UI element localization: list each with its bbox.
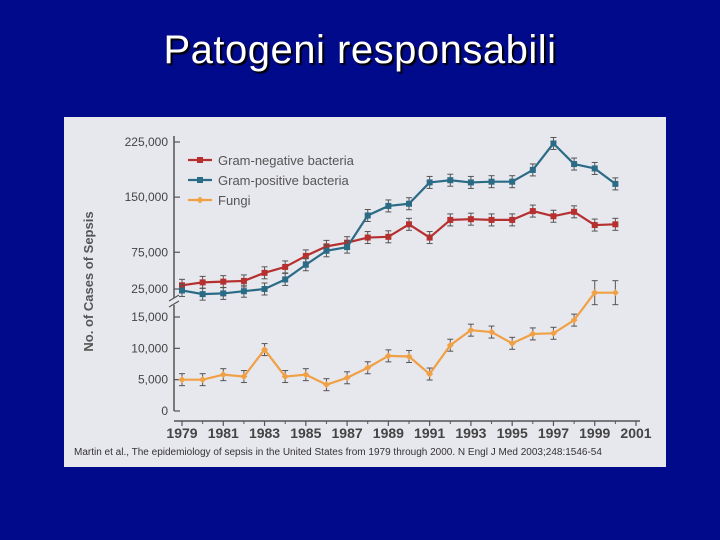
y-axis-label: No. of Cases of Sepsis bbox=[81, 211, 96, 351]
data-point bbox=[405, 352, 413, 360]
data-point bbox=[571, 208, 578, 215]
data-point bbox=[550, 213, 557, 220]
x-tick-label: 2001 bbox=[620, 425, 651, 441]
y-tick-label: 0 bbox=[161, 404, 168, 418]
data-point bbox=[322, 381, 330, 389]
data-point bbox=[199, 376, 207, 384]
chart-panel: 0 5,000 10,000 15,000 25,000 75,000 150,000 225… bbox=[64, 117, 666, 467]
x-tick-label: 1987 bbox=[332, 425, 363, 441]
x-tick-label: 1979 bbox=[166, 425, 197, 441]
data-point bbox=[240, 288, 247, 295]
data-point bbox=[570, 316, 578, 324]
data-point bbox=[344, 244, 351, 251]
data-point bbox=[591, 165, 598, 172]
data-point bbox=[488, 178, 495, 185]
legend-label: Gram-positive bacteria bbox=[218, 173, 350, 188]
x-tick-label: 1995 bbox=[497, 425, 528, 441]
legend-swatch-marker bbox=[196, 196, 204, 204]
data-point bbox=[508, 339, 516, 347]
x-tick-label: 1989 bbox=[373, 425, 404, 441]
data-point bbox=[549, 329, 557, 337]
data-point bbox=[384, 352, 392, 360]
citation: Martin et al., The epidemiology of sepsi… bbox=[74, 447, 602, 458]
data-point bbox=[385, 233, 392, 240]
data-point bbox=[178, 376, 186, 384]
data-point bbox=[302, 371, 310, 379]
data-point bbox=[406, 200, 412, 207]
data-point bbox=[302, 261, 309, 268]
data-point bbox=[261, 286, 268, 292]
slide-title: Patogeni responsabili bbox=[163, 28, 557, 72]
data-point bbox=[406, 221, 412, 228]
data-point bbox=[323, 247, 330, 254]
data-point bbox=[281, 373, 289, 381]
data-point bbox=[261, 346, 269, 354]
data-point bbox=[467, 216, 474, 223]
data-point bbox=[199, 291, 206, 298]
series-line bbox=[181, 209, 616, 287]
x-tick-label: 1985 bbox=[290, 425, 321, 441]
y-tick-label: 10,000 bbox=[131, 341, 168, 355]
data-point bbox=[446, 341, 454, 349]
legend-swatch-marker bbox=[197, 177, 203, 183]
data-point bbox=[364, 234, 371, 241]
data-point bbox=[571, 161, 578, 168]
x-tick-label: 1999 bbox=[579, 425, 610, 441]
data-point bbox=[240, 373, 248, 381]
series-line bbox=[181, 142, 617, 296]
data-point bbox=[343, 374, 351, 382]
data-point bbox=[488, 216, 495, 223]
data-point bbox=[364, 364, 372, 372]
data-point bbox=[220, 290, 227, 297]
data-point bbox=[612, 180, 619, 187]
data-point bbox=[240, 277, 247, 284]
data-point bbox=[488, 328, 496, 336]
data-point bbox=[199, 279, 206, 286]
data-point bbox=[282, 276, 289, 283]
y-tick-label: 75,000 bbox=[131, 245, 168, 259]
legend-label: Gram-negative bacteria bbox=[218, 153, 355, 168]
data-point bbox=[591, 289, 599, 297]
data-point bbox=[426, 179, 433, 186]
series-line bbox=[182, 291, 616, 386]
data-point bbox=[385, 202, 392, 209]
data-point bbox=[529, 208, 536, 215]
x-tick-label: 1997 bbox=[538, 425, 569, 441]
data-point bbox=[509, 178, 516, 185]
data-point bbox=[220, 278, 227, 285]
legend-label: Fungi bbox=[218, 193, 251, 208]
data-point bbox=[509, 216, 516, 223]
data-point bbox=[591, 222, 598, 229]
data-point bbox=[282, 263, 289, 270]
y-tick-label: 15,000 bbox=[131, 310, 168, 324]
data-point bbox=[364, 212, 371, 219]
sepsis-line-chart: 0 5,000 10,000 15,000 25,000 75,000 150,000 225… bbox=[81, 135, 652, 441]
data-point bbox=[447, 216, 454, 223]
data-point bbox=[219, 371, 227, 379]
x-tick-label: 1993 bbox=[455, 425, 486, 441]
data-point bbox=[612, 221, 619, 228]
y-tick-label: 25,000 bbox=[131, 282, 168, 296]
data-point bbox=[467, 179, 474, 186]
x-tick-label: 1991 bbox=[414, 425, 445, 441]
data-point bbox=[426, 234, 433, 241]
data-point bbox=[611, 289, 619, 297]
data-point bbox=[529, 166, 536, 173]
data-point bbox=[447, 177, 454, 184]
data-point bbox=[550, 140, 557, 147]
data-point bbox=[302, 252, 309, 259]
y-tick-label: 150,000 bbox=[125, 190, 169, 204]
legend-swatch-marker bbox=[197, 157, 203, 163]
x-tick-label: 1981 bbox=[208, 425, 239, 441]
y-tick-label: 5,000 bbox=[138, 373, 168, 387]
x-tick-label: 1983 bbox=[249, 425, 280, 441]
data-point bbox=[261, 269, 268, 276]
data-point bbox=[179, 287, 185, 294]
data-point bbox=[426, 370, 434, 378]
y-tick-label: 225,000 bbox=[125, 135, 169, 149]
y-axis-break-mark bbox=[168, 294, 180, 308]
data-point bbox=[467, 326, 475, 334]
data-point bbox=[529, 330, 537, 338]
